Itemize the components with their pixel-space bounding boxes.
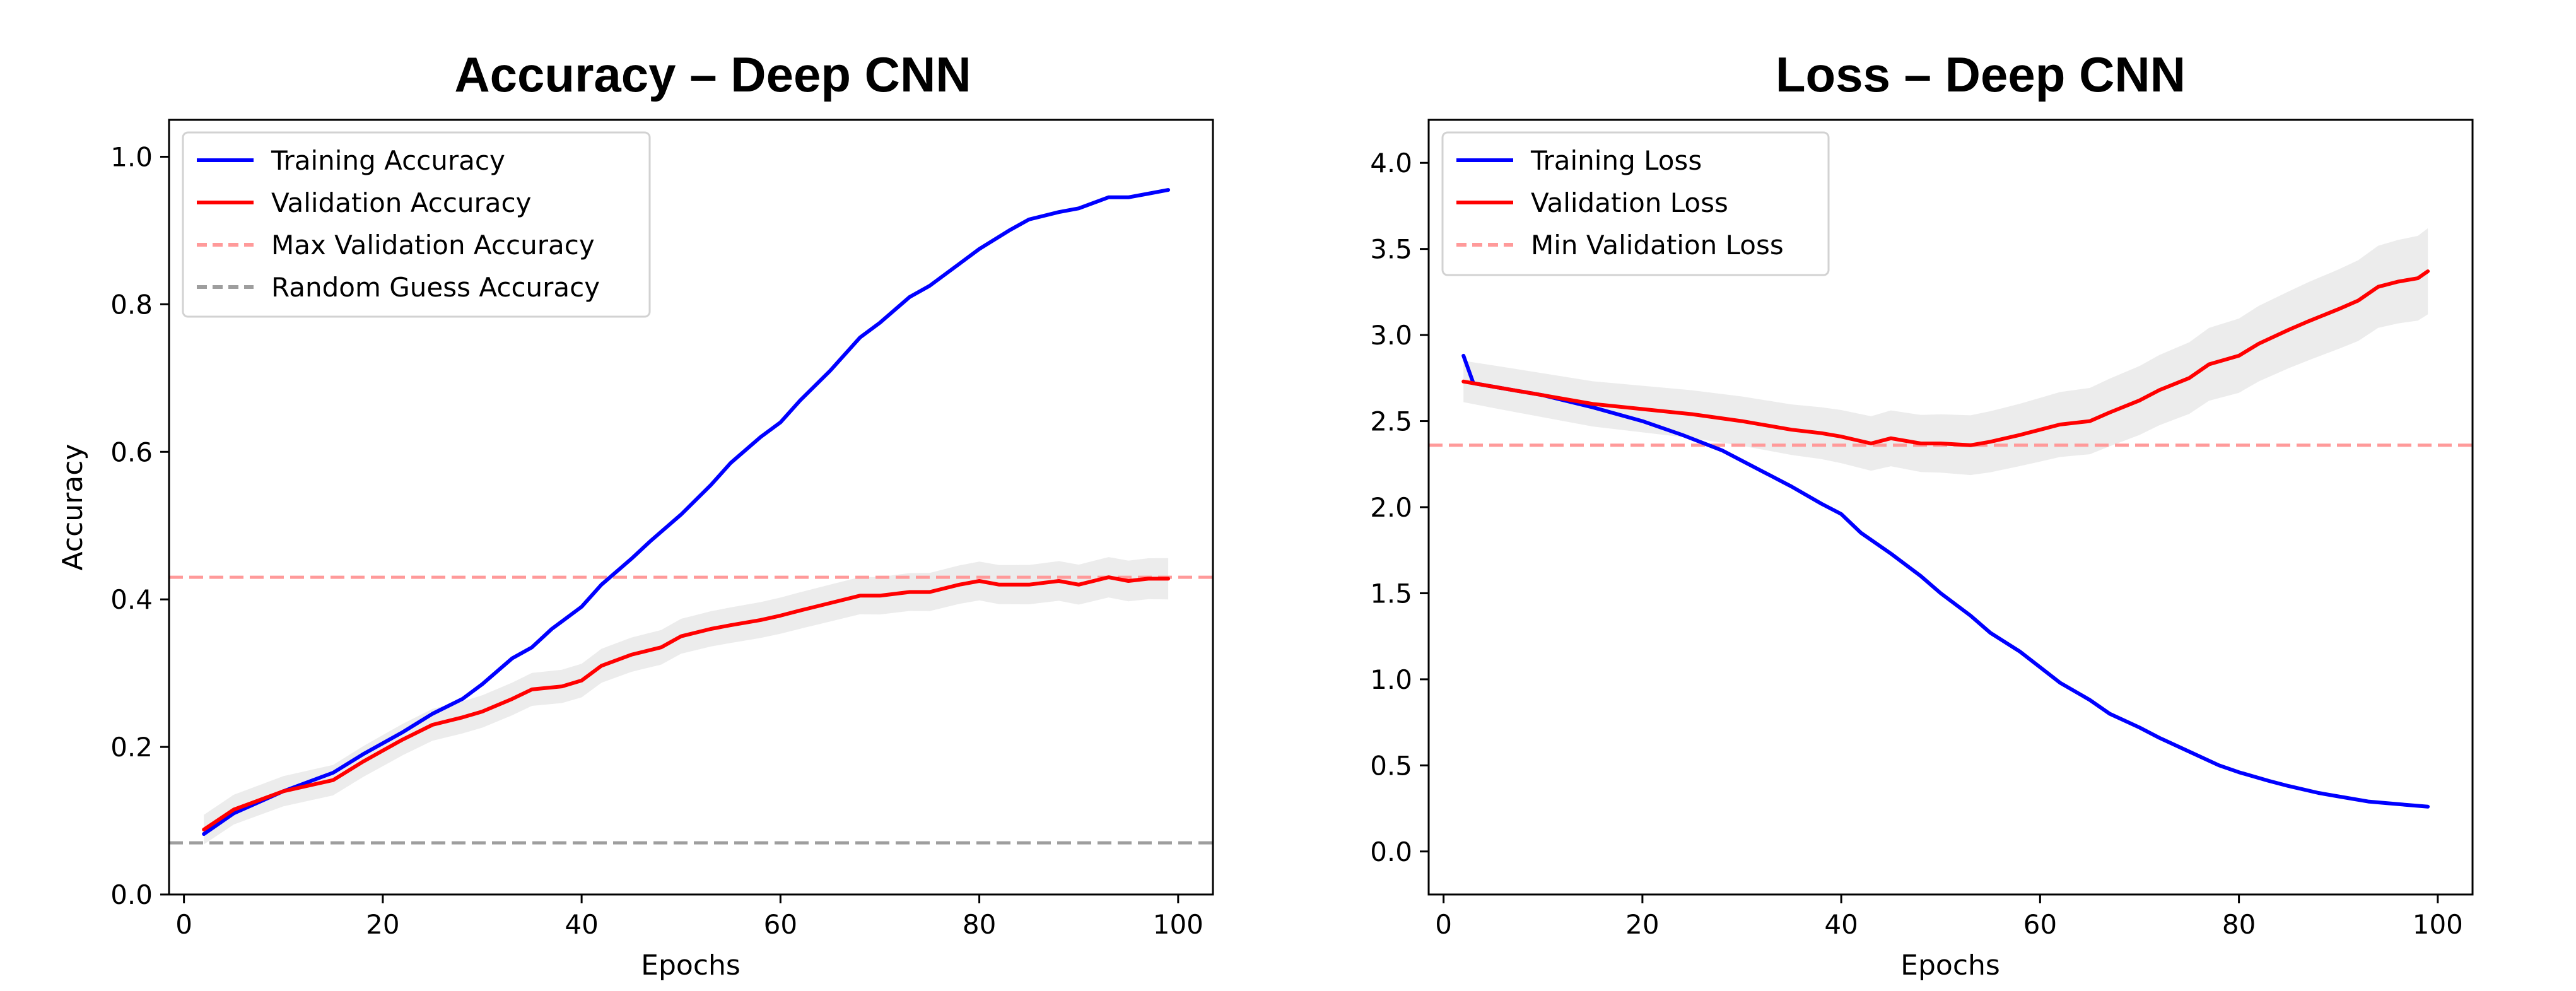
plot-area-frame bbox=[168, 119, 1214, 896]
y-tick-label: 2.5 bbox=[1370, 406, 1412, 437]
accuracy-chart: Accuracy – Deep CNN 0 20 40 60 80 100 0.00.20… bbox=[57, 47, 1214, 982]
chart-title: Accuracy – Deep CNN bbox=[454, 47, 971, 102]
legend-label: Min Validation Loss bbox=[1531, 230, 1784, 261]
y-tick-label: 1.0 bbox=[110, 141, 153, 172]
y-tick-label: 0.6 bbox=[110, 437, 153, 467]
x-tick-label: 40 bbox=[1824, 909, 1858, 940]
y-axis-ticks: 0.0 0.5 1.0 1.5 2.0 2.5 3.0 3.5 4.0 bbox=[1370, 148, 1429, 867]
x-tick-label: 60 bbox=[2023, 909, 2057, 940]
y-tick-label: 3.0 bbox=[1370, 320, 1412, 351]
y-tick-label: 0.0 bbox=[1370, 836, 1412, 867]
band-layer bbox=[204, 557, 1169, 845]
series-lines-layer bbox=[202, 188, 1171, 836]
legend-frame bbox=[1441, 131, 1830, 276]
y-tick-label: 1.5 bbox=[1370, 578, 1412, 609]
x-tick-label: 20 bbox=[1625, 909, 1659, 940]
loss-chart: Loss – Deep CNN 0 20 40 60 80 100 0.0 0.5 1.0 1.… bbox=[1370, 47, 2474, 982]
chart-title: Loss – Deep CNN bbox=[1776, 47, 2186, 102]
legend: Training Accuracy Validation Accuracy Max … bbox=[182, 131, 651, 318]
legend-label: Validation Accuracy bbox=[271, 187, 532, 218]
y-tick-label: 3.5 bbox=[1370, 234, 1412, 265]
x-tick-label: 100 bbox=[1153, 909, 1203, 940]
y-tick-label: 0.2 bbox=[110, 732, 153, 763]
validation-accuracy-line bbox=[202, 575, 1171, 832]
validation-loss-line bbox=[1461, 269, 2430, 447]
y-tick-label: 4.0 bbox=[1370, 148, 1412, 179]
reference-lines-layer bbox=[169, 575, 1213, 845]
y-axis-label: Accuracy bbox=[57, 444, 89, 571]
y-tick-label: 1.0 bbox=[1370, 664, 1412, 695]
y-tick-label: 0.0 bbox=[110, 879, 153, 910]
legend-label: Training Accuracy bbox=[271, 145, 505, 176]
x-tick-label: 100 bbox=[2413, 909, 2463, 940]
series-lines-layer bbox=[1461, 269, 2430, 809]
legend-label: Random Guess Accuracy bbox=[271, 272, 600, 303]
validation-accuracy-band bbox=[204, 557, 1169, 845]
x-tick-label: 80 bbox=[963, 909, 996, 940]
training-loss-line bbox=[1461, 353, 2430, 809]
legend-frame bbox=[182, 131, 651, 318]
x-tick-label: 20 bbox=[366, 909, 399, 940]
x-tick-label: 60 bbox=[764, 909, 797, 940]
x-axis-ticks: 0 20 40 60 80 100 bbox=[1435, 894, 2463, 940]
training-accuracy-line bbox=[202, 188, 1171, 836]
x-tick-label: 0 bbox=[1435, 909, 1452, 940]
legend-label: Validation Loss bbox=[1531, 187, 1728, 218]
legend-label: Training Loss bbox=[1530, 145, 1702, 176]
y-axis-ticks: 0.0 0.2 0.4 0.6 0.8 1.0 bbox=[110, 141, 169, 910]
x-tick-label: 40 bbox=[565, 909, 598, 940]
x-axis-ticks: 0 20 40 60 80 100 bbox=[175, 894, 1203, 940]
y-tick-label: 0.8 bbox=[110, 289, 153, 320]
x-tick-label: 0 bbox=[175, 909, 192, 940]
y-tick-label: 0.4 bbox=[110, 584, 153, 615]
legend: Training Loss Validation Loss Min Validati… bbox=[1441, 131, 1830, 276]
validation-loss-band bbox=[1463, 228, 2428, 476]
y-tick-label: 0.5 bbox=[1370, 750, 1412, 781]
legend-label: Max Validation Accuracy bbox=[271, 230, 595, 261]
x-axis-label: Epochs bbox=[641, 949, 741, 982]
band-layer bbox=[1463, 228, 2428, 476]
x-tick-label: 80 bbox=[2222, 909, 2256, 940]
x-axis-label: Epochs bbox=[1900, 949, 2000, 982]
y-tick-label: 2.0 bbox=[1370, 492, 1412, 523]
